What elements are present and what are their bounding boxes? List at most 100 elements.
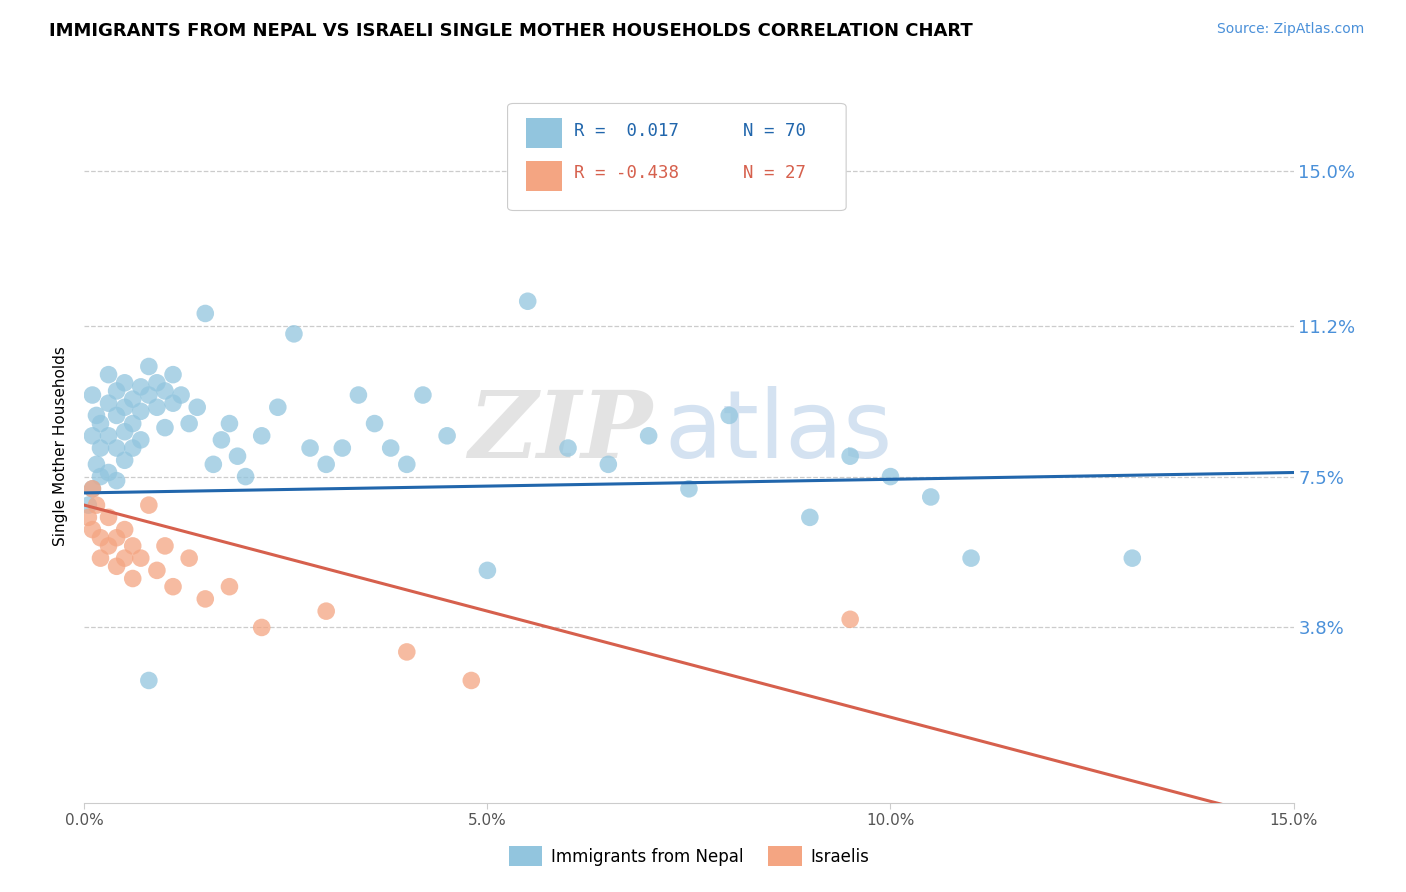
Point bbox=[105, 559, 128, 574]
Point bbox=[138, 388, 160, 402]
Point bbox=[121, 441, 143, 455]
Point bbox=[138, 498, 160, 512]
Point bbox=[105, 441, 128, 455]
Point bbox=[960, 551, 983, 566]
Point bbox=[77, 510, 100, 524]
Point bbox=[250, 429, 273, 443]
Point bbox=[146, 401, 169, 415]
Text: R =  0.017: R = 0.017 bbox=[574, 121, 679, 139]
Point bbox=[129, 551, 152, 566]
Point bbox=[839, 449, 862, 463]
Point bbox=[105, 474, 128, 488]
Point bbox=[97, 466, 120, 480]
Point bbox=[86, 409, 108, 423]
Point bbox=[146, 376, 169, 390]
Text: atlas: atlas bbox=[665, 385, 893, 478]
Point bbox=[121, 572, 143, 586]
Point bbox=[97, 510, 120, 524]
Point bbox=[97, 539, 120, 553]
Point bbox=[121, 392, 143, 406]
Point bbox=[82, 429, 104, 443]
Point bbox=[218, 417, 240, 431]
Point bbox=[267, 401, 290, 415]
Point bbox=[516, 294, 538, 309]
Point bbox=[146, 563, 169, 577]
Point bbox=[1121, 551, 1143, 566]
Point bbox=[347, 388, 370, 402]
Y-axis label: Single Mother Households: Single Mother Households bbox=[53, 346, 69, 546]
FancyBboxPatch shape bbox=[508, 103, 846, 211]
Point bbox=[194, 591, 217, 606]
Point bbox=[105, 531, 128, 545]
Point bbox=[799, 510, 821, 524]
Point bbox=[218, 580, 240, 594]
Point bbox=[82, 388, 104, 402]
Point bbox=[637, 429, 659, 443]
Point bbox=[114, 425, 136, 439]
Point bbox=[138, 673, 160, 688]
Point bbox=[226, 449, 249, 463]
Point bbox=[557, 441, 579, 455]
Point bbox=[105, 409, 128, 423]
Point bbox=[718, 409, 741, 423]
Text: Source: ZipAtlas.com: Source: ZipAtlas.com bbox=[1216, 22, 1364, 37]
Point bbox=[879, 469, 901, 483]
Text: N = 27: N = 27 bbox=[744, 164, 807, 182]
Point bbox=[97, 429, 120, 443]
FancyBboxPatch shape bbox=[526, 161, 562, 191]
Point bbox=[153, 539, 176, 553]
Point bbox=[598, 458, 620, 472]
Point bbox=[97, 396, 120, 410]
Point bbox=[153, 420, 176, 434]
Point bbox=[330, 441, 353, 455]
Point bbox=[477, 563, 499, 577]
Point bbox=[129, 404, 152, 418]
Point bbox=[283, 326, 305, 341]
Point bbox=[839, 612, 862, 626]
Point bbox=[162, 396, 184, 410]
Point bbox=[114, 401, 136, 415]
Point bbox=[114, 551, 136, 566]
Point bbox=[194, 306, 217, 320]
Point bbox=[202, 458, 225, 472]
Point bbox=[315, 604, 337, 618]
Point bbox=[121, 539, 143, 553]
Point bbox=[114, 453, 136, 467]
Point bbox=[89, 551, 111, 566]
Point bbox=[82, 482, 104, 496]
Point bbox=[121, 417, 143, 431]
Point bbox=[235, 469, 257, 483]
Text: N = 70: N = 70 bbox=[744, 121, 807, 139]
Point bbox=[380, 441, 402, 455]
Point bbox=[82, 482, 104, 496]
Point bbox=[209, 433, 232, 447]
Point bbox=[315, 458, 337, 472]
Point bbox=[77, 498, 100, 512]
Point bbox=[678, 482, 700, 496]
Point bbox=[299, 441, 322, 455]
Point bbox=[89, 531, 111, 545]
Point bbox=[436, 429, 458, 443]
Text: R = -0.438: R = -0.438 bbox=[574, 164, 679, 182]
Point bbox=[395, 458, 418, 472]
Point bbox=[82, 523, 104, 537]
Point bbox=[86, 458, 108, 472]
Point bbox=[920, 490, 942, 504]
Point bbox=[179, 551, 201, 566]
Point bbox=[179, 417, 201, 431]
Point bbox=[89, 441, 111, 455]
Point bbox=[89, 469, 111, 483]
Point bbox=[105, 384, 128, 398]
Point bbox=[129, 380, 152, 394]
Point bbox=[129, 433, 152, 447]
Legend: Immigrants from Nepal, Israelis: Immigrants from Nepal, Israelis bbox=[502, 839, 876, 873]
Point bbox=[170, 388, 193, 402]
Point bbox=[97, 368, 120, 382]
Point bbox=[89, 417, 111, 431]
Point bbox=[162, 580, 184, 594]
Point bbox=[395, 645, 418, 659]
Point bbox=[138, 359, 160, 374]
Point bbox=[186, 401, 208, 415]
Point bbox=[250, 620, 273, 634]
Point bbox=[460, 673, 482, 688]
